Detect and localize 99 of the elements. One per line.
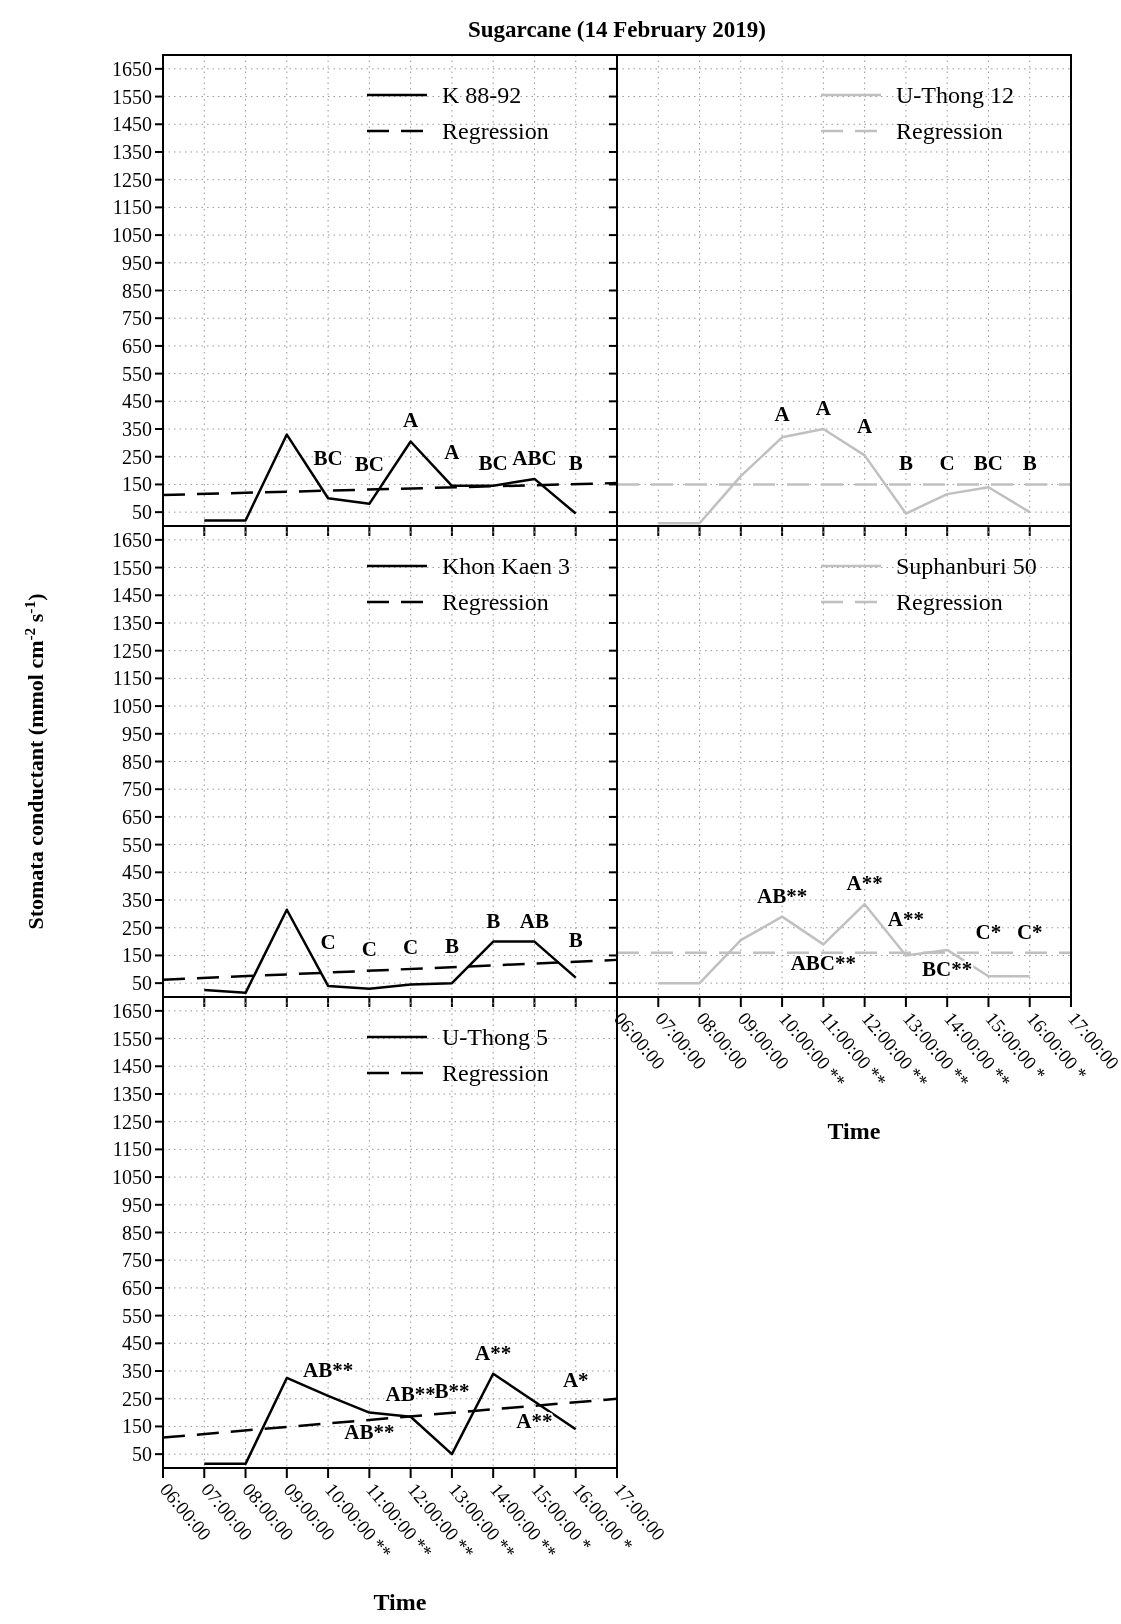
y-tick-label: 850 [122, 279, 152, 302]
legend-label: U-Thong 5 [442, 1024, 548, 1051]
y-tick-label: 1550 [112, 85, 152, 108]
annotation: A* [562, 1368, 589, 1393]
y-tick-label: 150 [122, 473, 152, 496]
y-tick-label: 1350 [112, 140, 152, 163]
annotation: A** [887, 907, 924, 932]
y-tick-label: 750 [122, 778, 152, 801]
annotation: C* [975, 919, 1002, 944]
y-tick-label: 150 [122, 1415, 152, 1438]
annotation: A [857, 414, 874, 439]
y-tick-label: 1150 [112, 196, 152, 219]
annotation: A** [475, 1340, 512, 1365]
y-tick-label: 1450 [112, 584, 152, 607]
y-tick-label: 1250 [112, 168, 152, 191]
y-tick-label: 750 [122, 307, 152, 330]
legend-label: Regression [442, 589, 549, 616]
legend-label: Regression [896, 589, 1003, 616]
annotation: A** [846, 871, 883, 896]
annotation: C [320, 930, 336, 955]
y-tick-label: 350 [122, 889, 152, 912]
y-tick-label: 50 [132, 501, 152, 524]
annotation: B** [434, 1378, 470, 1403]
y-tick-label: 550 [122, 362, 152, 385]
y-tick-label: 1350 [112, 611, 152, 634]
y-tick-label: 1050 [112, 695, 152, 718]
y-tick-label: 1250 [112, 639, 152, 662]
y-tick-label: 1550 [112, 556, 152, 579]
y-tick-label: 250 [122, 1387, 152, 1410]
y-tick-label: 1650 [112, 57, 152, 80]
annotation: A [403, 408, 420, 433]
x-axis-title: Time [373, 1589, 427, 1615]
annotation: BC [354, 452, 384, 477]
y-tick-label: 1650 [112, 999, 152, 1022]
y-tick-label: 150 [122, 944, 152, 967]
annotation: C [403, 935, 419, 960]
y-tick-label: 1150 [112, 1138, 152, 1161]
annotation: B [568, 928, 583, 953]
annotation: A [774, 401, 791, 426]
x-axis-title: Time [827, 1118, 881, 1144]
y-tick-label: 50 [132, 1443, 152, 1466]
annotation: B [898, 451, 913, 476]
y-tick-label: 250 [122, 445, 152, 468]
legend-label: U-Thong 12 [896, 82, 1014, 109]
legend-label: Suphanburi 50 [896, 553, 1037, 580]
y-tick-label: 450 [122, 390, 152, 413]
y-tick-label: 1450 [112, 1055, 152, 1078]
annotation: B [486, 908, 501, 933]
y-tick-label: 350 [122, 1360, 152, 1383]
y-tick-label: 650 [122, 805, 152, 828]
y-tick-label: 1050 [112, 224, 152, 247]
y-tick-label: 1250 [112, 1110, 152, 1133]
y-tick-label: 550 [122, 1304, 152, 1327]
annotation: A [815, 396, 832, 421]
y-tick-label: 1050 [112, 1166, 152, 1189]
y-tick-label: 950 [122, 1193, 152, 1216]
annotation: AB** [757, 883, 808, 908]
y-tick-label: 250 [122, 916, 152, 939]
annotation: BC [478, 450, 508, 475]
y-tick-label: 650 [122, 334, 152, 357]
y-tick-label: 1550 [112, 1027, 152, 1050]
y-tick-label: 1450 [112, 113, 152, 136]
annotation: B [1022, 451, 1037, 476]
y-tick-label: 450 [122, 861, 152, 884]
y-tick-label: 950 [122, 722, 152, 745]
annotation: AB** [385, 1382, 436, 1407]
legend-label: Regression [442, 1060, 549, 1087]
y-tick-label: 550 [122, 833, 152, 856]
chart-title: Sugarcane (14 February 2019) [468, 17, 766, 42]
legend-label: K 88-92 [442, 82, 522, 109]
y-tick-label: 850 [122, 750, 152, 773]
y-tick-label: 1150 [112, 667, 152, 690]
annotation: AB** [344, 1419, 395, 1444]
annotation: B [444, 933, 459, 958]
y-tick-label: 850 [122, 1221, 152, 1244]
y-tick-label: 50 [132, 972, 152, 995]
y-tick-label: 450 [122, 1332, 152, 1355]
legend-label: Khon Kaen 3 [442, 553, 570, 580]
annotation: A** [516, 1408, 553, 1433]
annotation: C [361, 937, 377, 962]
y-tick-label: 1350 [112, 1082, 152, 1105]
y-tick-label: 650 [122, 1276, 152, 1299]
annotation: AB** [303, 1357, 354, 1382]
y-tick-label: 1650 [112, 528, 152, 551]
annotation: AB [519, 908, 550, 933]
y-tick-label: 350 [122, 418, 152, 441]
annotation: ABC [512, 445, 557, 470]
annotation: BC** [922, 956, 973, 981]
annotation: BC [313, 446, 343, 471]
annotation: A [444, 439, 461, 464]
annotation: C [939, 451, 955, 476]
annotation: B [568, 450, 583, 475]
legend-label: Regression [442, 118, 549, 145]
annotation: ABC** [790, 951, 857, 976]
annotation: BC [973, 451, 1004, 476]
y-tick-label: 750 [122, 1249, 152, 1272]
annotation: C* [1016, 919, 1043, 944]
legend-label: Regression [896, 118, 1003, 145]
y-tick-label: 950 [122, 251, 152, 274]
